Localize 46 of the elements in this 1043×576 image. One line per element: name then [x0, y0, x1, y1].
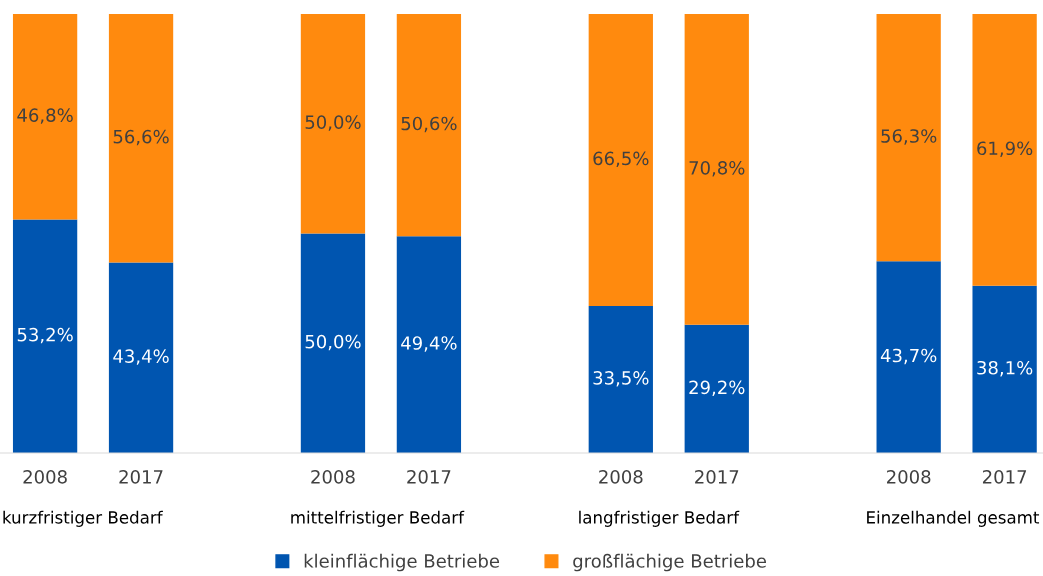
bar	[588, 14, 653, 306]
data-label: 33,5%	[593, 371, 649, 387]
data-label: 61,9%	[977, 141, 1033, 157]
data-label: 49,4%	[401, 336, 457, 352]
data-label: 66,5%	[593, 151, 649, 168]
bar	[12, 219, 78, 453]
bar	[300, 14, 366, 234]
x-tick-label: 2017	[119, 469, 163, 484]
data-label: 43,7%	[880, 348, 937, 365]
x-tick-label: 2008	[23, 469, 67, 484]
x-tick-label: 2017	[695, 469, 739, 484]
legend-label: großflächige Betriebe	[573, 553, 766, 572]
x-tick-label: 2017	[407, 469, 451, 484]
text: mittelfristiger Bedarf	[291, 510, 465, 527]
bar	[108, 14, 174, 263]
x-tick-label: 2017	[982, 469, 1027, 484]
bar	[876, 261, 941, 453]
bar	[12, 14, 78, 220]
data-label: 56,3%	[881, 129, 937, 145]
data-label: 53,2%	[17, 327, 73, 344]
data-label: 43,4%	[113, 349, 169, 365]
text: langfristiger Bedarf	[579, 510, 740, 527]
legend-label: kleinflächige Betriebe	[304, 553, 500, 572]
text: kurzfristiger Bedarf	[3, 510, 163, 527]
bar	[108, 262, 174, 453]
data-label: 29,2%	[689, 380, 745, 396]
bar	[396, 236, 462, 453]
data-label: 38,1%	[977, 360, 1033, 377]
data-label: 46,8%	[17, 108, 73, 124]
bar	[684, 324, 749, 453]
bar	[972, 285, 1037, 453]
bar	[588, 305, 653, 453]
bar	[300, 233, 366, 453]
text: Einzelhandel gesamt	[867, 510, 1040, 527]
bar	[396, 14, 462, 237]
x-tick-label: 2008	[887, 469, 931, 484]
bar	[972, 14, 1037, 286]
data-label: 56,6%	[113, 129, 169, 146]
data-label: 50,6%	[401, 116, 457, 133]
bar	[684, 14, 749, 325]
data-label: 50,0%	[305, 115, 361, 131]
x-tick-label: 2008	[599, 469, 643, 484]
data-label: 70,8%	[689, 160, 745, 177]
data-label: 50,0%	[305, 334, 361, 351]
x-tick-label: 2008	[311, 469, 355, 484]
bar	[876, 14, 941, 262]
